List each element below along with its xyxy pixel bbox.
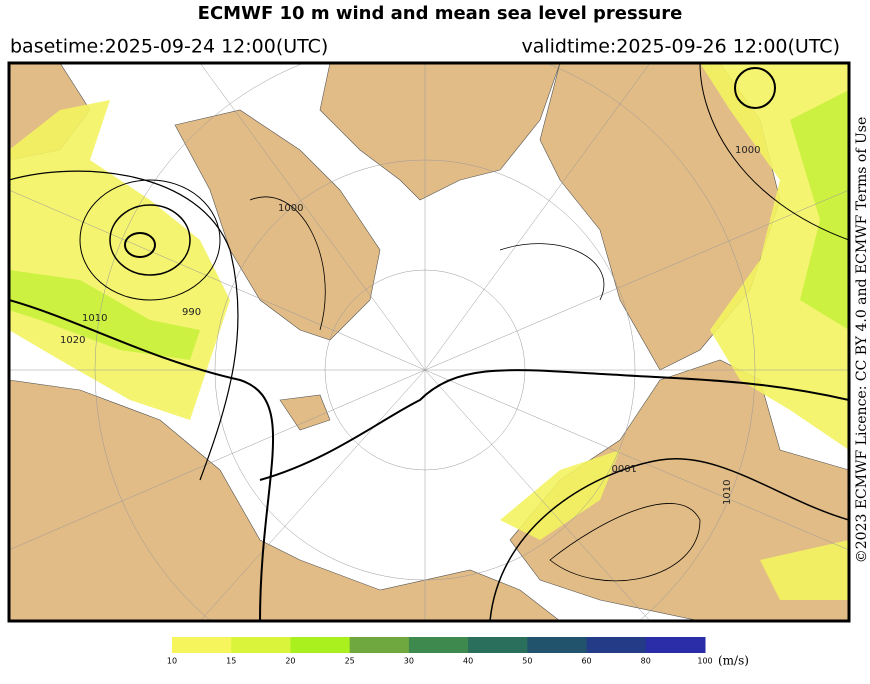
wind-shading: [9, 63, 849, 600]
isobars: [9, 63, 849, 621]
colorbar-segment: [172, 637, 232, 653]
colorbar-segment: [231, 637, 291, 653]
colorbar-tick-label: 10: [167, 657, 177, 666]
isobar-label: 1020: [60, 335, 85, 346]
graticule: [9, 63, 849, 621]
isobar-label: 990: [182, 307, 201, 318]
colorbar-tick-label: 80: [641, 657, 651, 666]
colorbar: 10 15 20 25 30 40 50 60 80 100: [167, 637, 713, 666]
colorbar-segment: [408, 637, 469, 653]
colorbar-segment: [349, 637, 410, 653]
colorbar-tick-label: 25: [345, 657, 355, 666]
colorbar-tick-label: 60: [581, 657, 591, 666]
colorbar-segment: [468, 637, 528, 653]
isobar-label: 1000: [735, 145, 760, 156]
colorbar-tick-label: 15: [226, 657, 236, 666]
colorbar-tick-label: 20: [285, 657, 295, 666]
colorbar-segment: [290, 637, 351, 653]
credit: ©2023 ECMWF Licence: CC BY 4.0 and ECMWF…: [854, 117, 870, 564]
colorbar-tick-label: 40: [463, 657, 473, 666]
map-frame: [7, 61, 851, 623]
colorbar-tick-label: 50: [522, 657, 532, 666]
colorbar-segment: [645, 637, 706, 653]
isobar-label: 1010: [82, 313, 107, 324]
isobar-label: 1000: [612, 462, 637, 473]
isobar-label: 1000: [278, 203, 303, 214]
colorbar-unit: (m/s): [718, 654, 749, 668]
basetime: basetime:2025-09-24 12:00(UTC): [10, 36, 328, 58]
isobar-label: 1010: [722, 480, 733, 505]
colorbar-tick-label: 100: [697, 657, 712, 666]
map: 1000 990 1010 1020 1000 1010 1000: [7, 61, 851, 623]
title: ECMWF 10 m wind and mean sea level press…: [198, 3, 683, 24]
land: [9, 63, 849, 621]
colorbar-segment: [527, 637, 588, 653]
colorbar-segment: [586, 637, 647, 653]
validtime: validtime:2025-09-26 12:00(UTC): [521, 36, 840, 58]
colorbar-tick-label: 30: [404, 657, 414, 666]
wind-shading-strong: [9, 90, 849, 360]
